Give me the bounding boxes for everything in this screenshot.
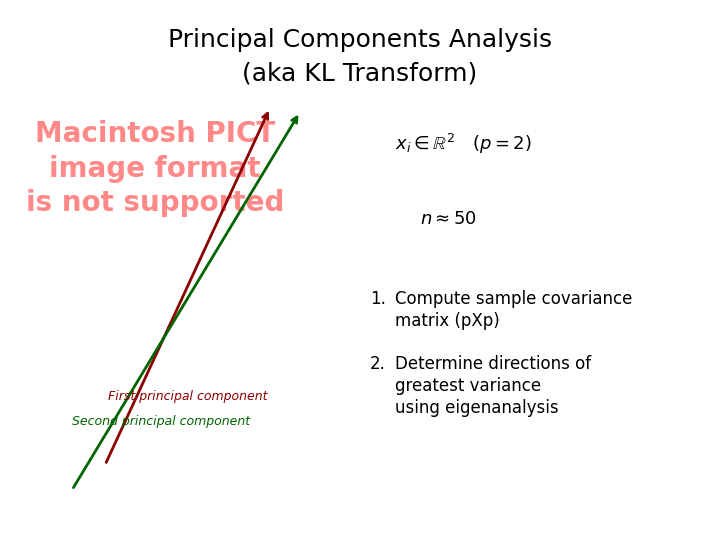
Text: $x_i \in \mathbb{R}^2 \quad (p = 2)$: $x_i \in \mathbb{R}^2 \quad (p = 2)$ — [395, 132, 532, 156]
Text: Principal Components Analysis: Principal Components Analysis — [168, 28, 552, 52]
Text: $n \approx 50$: $n \approx 50$ — [420, 210, 477, 228]
Text: (aka KL Transform): (aka KL Transform) — [243, 62, 477, 86]
Text: using eigenanalysis: using eigenanalysis — [395, 399, 559, 417]
Text: 2.: 2. — [370, 355, 386, 373]
Text: 1.: 1. — [370, 290, 386, 308]
Text: Compute sample covariance: Compute sample covariance — [395, 290, 632, 308]
Text: First principal component: First principal component — [108, 390, 268, 403]
Text: matrix (pXp): matrix (pXp) — [395, 312, 500, 330]
Text: greatest variance: greatest variance — [395, 377, 541, 395]
Text: Second principal component: Second principal component — [72, 415, 250, 428]
Text: Macintosh PICT
image format
is not supported: Macintosh PICT image format is not suppo… — [26, 120, 284, 217]
Text: Determine directions of: Determine directions of — [395, 355, 591, 373]
